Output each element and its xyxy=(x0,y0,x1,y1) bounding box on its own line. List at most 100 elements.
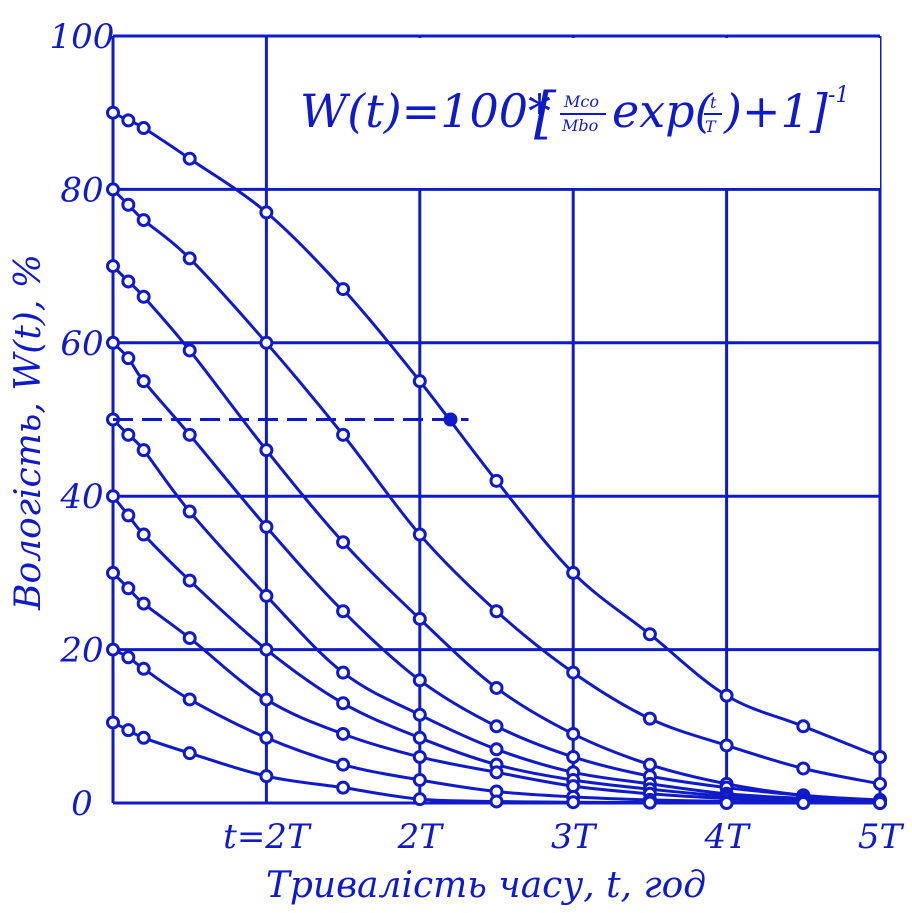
data-point xyxy=(121,113,136,128)
x-tick-label: 4T xyxy=(703,817,751,857)
data-point xyxy=(642,711,657,726)
data-point xyxy=(259,588,274,603)
data-point xyxy=(796,796,811,810)
x-tick-label: 2T xyxy=(397,817,445,857)
y-tick-label: 0 xyxy=(71,784,93,824)
formula: W(t)=100* [ Mco Mbo exp( t T )+1] -1 xyxy=(300,81,849,146)
formula-lhs: W(t)=100* xyxy=(300,84,551,138)
data-point xyxy=(719,688,734,703)
data-point xyxy=(566,665,581,680)
data-point xyxy=(106,105,120,120)
data-point xyxy=(121,427,136,442)
x-tick-label: t=2T xyxy=(223,817,312,857)
data-point xyxy=(566,795,581,810)
data-point xyxy=(336,535,351,550)
data-point xyxy=(121,581,136,596)
data-point xyxy=(336,282,351,297)
marked-point xyxy=(443,412,458,427)
data-point xyxy=(259,642,274,657)
y-tick-label: 20 xyxy=(59,631,103,671)
data-point xyxy=(873,749,887,764)
data-point xyxy=(182,251,197,266)
data-point xyxy=(136,661,151,676)
data-point xyxy=(259,443,274,458)
formula-exp-suffix: )+1] xyxy=(723,84,828,138)
data-point xyxy=(106,715,120,730)
data-point xyxy=(489,794,504,809)
data-point xyxy=(106,642,120,657)
data-point xyxy=(136,730,151,745)
data-point xyxy=(136,596,151,611)
data-point xyxy=(489,742,504,757)
data-point xyxy=(136,289,151,304)
formula-power: -1 xyxy=(828,83,849,108)
data-point xyxy=(873,776,887,791)
data-point xyxy=(489,765,504,780)
data-point xyxy=(412,792,427,807)
data-point xyxy=(412,374,427,389)
data-point xyxy=(259,769,274,784)
x-tick-label: 5T xyxy=(858,817,905,857)
data-point xyxy=(121,197,136,212)
data-point xyxy=(136,374,151,389)
data-point xyxy=(106,489,120,504)
data-point xyxy=(489,719,504,734)
data-point xyxy=(336,726,351,741)
data-point xyxy=(182,427,197,442)
series-layer xyxy=(106,105,887,810)
data-point xyxy=(796,719,811,734)
data-point xyxy=(106,259,120,274)
data-point xyxy=(259,519,274,534)
y-tick-label: 80 xyxy=(60,170,103,210)
data-point xyxy=(182,746,197,761)
data-point xyxy=(642,627,657,642)
data-point xyxy=(182,504,197,519)
data-point xyxy=(259,335,274,350)
data-point xyxy=(412,730,427,745)
data-point xyxy=(182,151,197,166)
data-point xyxy=(336,757,351,772)
y-tick-label: 40 xyxy=(59,477,103,517)
y-axis-title: Вологість, W(t), % xyxy=(8,254,49,611)
data-point xyxy=(182,343,197,358)
data-point xyxy=(121,508,136,523)
data-point xyxy=(566,726,581,741)
data-point xyxy=(121,723,136,738)
data-point xyxy=(106,565,120,580)
data-point xyxy=(182,692,197,707)
data-point xyxy=(719,796,734,810)
data-point xyxy=(136,527,151,542)
data-point xyxy=(182,631,197,646)
data-point xyxy=(566,749,581,764)
data-point xyxy=(121,351,136,366)
data-point xyxy=(106,182,120,197)
data-point xyxy=(796,761,811,776)
data-point xyxy=(336,696,351,711)
formula-exp-denominator: T xyxy=(705,117,717,136)
tick-layer: 100 80 60 40 20 0 t=2T 2T 3T 4T 5T xyxy=(50,17,905,857)
data-point xyxy=(873,796,887,810)
data-point xyxy=(489,604,504,619)
data-point xyxy=(412,527,427,542)
data-point xyxy=(642,757,657,772)
y-tick-label: 100 xyxy=(50,17,115,57)
data-point xyxy=(259,205,274,220)
data-point xyxy=(336,604,351,619)
data-point xyxy=(121,650,136,665)
data-point xyxy=(489,680,504,695)
data-point xyxy=(566,565,581,580)
data-point xyxy=(136,443,151,458)
data-point xyxy=(336,665,351,680)
data-point xyxy=(336,780,351,795)
y-tick-label: 60 xyxy=(60,324,103,364)
data-point xyxy=(336,427,351,442)
formula-open-bracket: [ xyxy=(534,81,557,146)
data-point xyxy=(412,749,427,764)
formula-exp-prefix: exp( xyxy=(612,84,714,138)
x-tick-label: 3T xyxy=(551,817,598,857)
data-point xyxy=(412,611,427,626)
data-point xyxy=(121,274,136,289)
data-point xyxy=(412,707,427,722)
formula-ratio-denominator: Mbo xyxy=(561,116,598,135)
